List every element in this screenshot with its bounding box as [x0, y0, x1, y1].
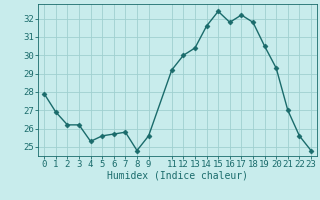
X-axis label: Humidex (Indice chaleur): Humidex (Indice chaleur): [107, 171, 248, 181]
